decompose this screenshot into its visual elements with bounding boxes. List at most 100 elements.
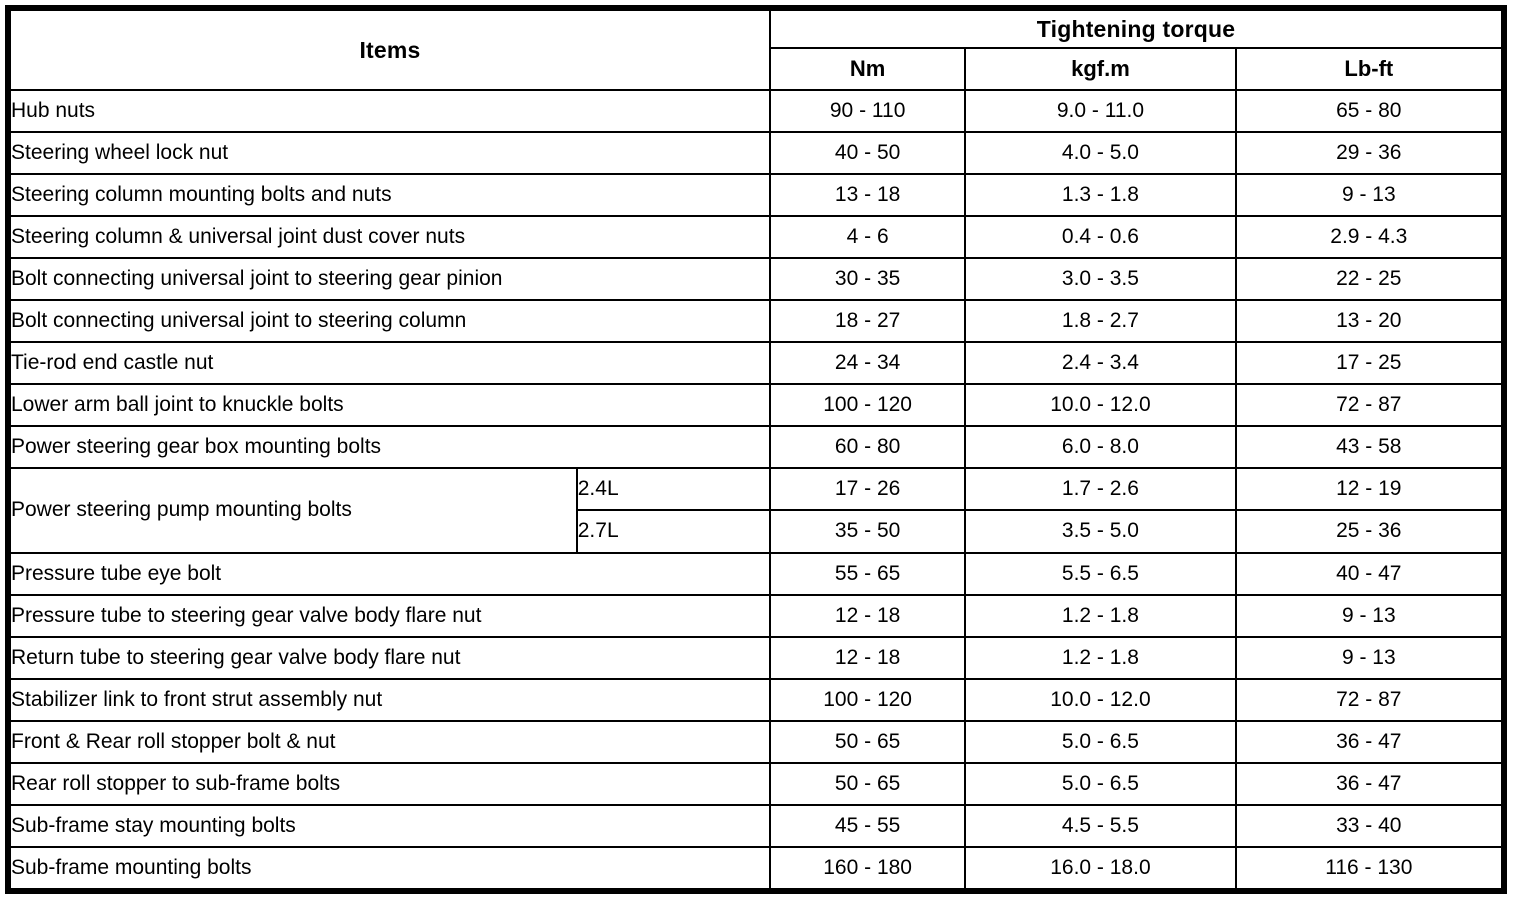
kgfm-value-cell: 2.4 - 3.4 (964, 341, 1237, 386)
table-row: Power steering gear box mounting bolts 60… (9, 425, 1504, 470)
kgfm-value-cell: 10.0 - 12.0 (964, 383, 1237, 428)
kgfm-value-cell: 1.2 - 1.8 (964, 635, 1237, 680)
table-row: Pressure tube to steering gear valve bod… (9, 593, 1504, 638)
table-row: Sub-frame mounting bolts 160 - 180 16.0 - … (9, 845, 1504, 891)
item-cell: Sub-frame mounting bolts (9, 845, 771, 891)
table-row: Return tube to steering gear valve body … (9, 635, 1504, 680)
lbft-value-cell: 22 - 25 (1234, 257, 1504, 302)
nm-value-cell: 30 - 35 (768, 257, 967, 302)
kgfm-value-cell: 10.0 - 12.0 (964, 677, 1237, 722)
table-row: Front & Rear roll stopper bolt & nut 50 -… (9, 719, 1504, 764)
table-row: Hub nuts 90 - 110 9.0 - 11.0 65 - 80 (9, 88, 1504, 134)
kgfm-value-cell: 9.0 - 11.0 (964, 88, 1237, 134)
kgfm-value-cell: 1.3 - 1.8 (964, 173, 1237, 218)
unit-header-kgfm: kgf.m (964, 47, 1237, 91)
nm-value-cell: 18 - 27 (768, 299, 967, 344)
nm-value-cell: 4 - 6 (768, 215, 967, 260)
lbft-value-cell: 40 - 47 (1234, 551, 1504, 596)
item-cell: Power steering pump mounting bolts (9, 467, 578, 554)
item-cell: Sub-frame stay mounting bolts (9, 803, 771, 848)
nm-value-cell: 24 - 34 (768, 341, 967, 386)
table-row: Steering column & universal joint dust c… (9, 215, 1504, 260)
nm-value-cell: 40 - 50 (768, 131, 967, 176)
item-cell: Pressure tube eye bolt (9, 551, 771, 596)
item-cell: Bolt connecting universal joint to steer… (9, 299, 771, 344)
item-cell: Return tube to steering gear valve body … (9, 635, 771, 680)
nm-value-cell: 55 - 65 (768, 551, 967, 596)
nm-value-cell: 45 - 55 (768, 803, 967, 848)
engine-variant-cell: 2.7L (575, 509, 772, 554)
item-cell: Rear roll stopper to sub-frame bolts (9, 761, 771, 806)
nm-value-cell: 160 - 180 (768, 845, 967, 891)
kgfm-value-cell: 5.5 - 6.5 (964, 551, 1237, 596)
table-row: Stabilizer link to front strut assembly … (9, 677, 1504, 722)
nm-value-cell: 100 - 120 (768, 383, 967, 428)
kgfm-value-cell: 16.0 - 18.0 (964, 845, 1237, 891)
header-row-main: Items Tightening torque (9, 9, 1503, 91)
kgfm-value-cell: 1.7 - 2.6 (964, 467, 1237, 512)
kgfm-value-cell: 6.0 - 8.0 (964, 425, 1237, 470)
unit-header-lbft: Lb-ft (1234, 47, 1504, 91)
lbft-value-cell: 43 - 58 (1234, 425, 1504, 470)
lbft-value-cell: 36 - 47 (1234, 761, 1504, 806)
tightening-torque-header: Tightening torque (769, 9, 1503, 49)
engine-variant-cell: 2.4L (575, 467, 772, 512)
lbft-value-cell: 65 - 80 (1234, 88, 1504, 134)
lbft-value-cell: 9 - 13 (1234, 593, 1504, 638)
table-row: Power steering pump mounting bolts 2.4L 17… (9, 467, 1504, 554)
nm-value-cell: 50 - 65 (768, 761, 967, 806)
lbft-value-cell: 33 - 40 (1234, 803, 1504, 848)
lbft-value-cell: 13 - 20 (1234, 299, 1504, 344)
kgfm-value-cell: 4.5 - 5.5 (964, 803, 1237, 848)
item-cell: Steering column & universal joint dust c… (9, 215, 771, 260)
item-cell: Stabilizer link to front strut assembly … (9, 677, 771, 722)
tightening-torque-table: Items Tightening torque Nm kgf.m Lb-ft H… (9, 9, 1504, 891)
table-row: 2.7L 35 - 50 3.5 - 5.0 25 - 36 (10, 509, 1504, 554)
lbft-value-cell: 72 - 87 (1234, 383, 1504, 428)
nm-value-cell: 17 - 26 (768, 467, 967, 512)
lbft-value-cell: 9 - 13 (1234, 173, 1504, 218)
item-cell: Steering column mounting bolts and nuts (9, 173, 771, 218)
header-row-units: Nm kgf.m Lb-ft (10, 47, 1504, 91)
table-row: Bolt connecting universal joint to steer… (9, 257, 1504, 302)
nm-value-cell: 12 - 18 (768, 593, 967, 638)
items-column-header: Items (9, 9, 771, 91)
table-row: Rear roll stopper to sub-frame bolts 50 -… (9, 761, 1504, 806)
item-cell: Pressure tube to steering gear valve bod… (9, 593, 771, 638)
kgfm-value-cell: 0.4 - 0.6 (964, 215, 1237, 260)
nm-value-cell: 60 - 80 (768, 425, 967, 470)
table-row: Tie-rod end castle nut 24 - 34 2.4 - 3.4 17… (9, 341, 1504, 386)
torque-table-body: Hub nuts 90 - 110 9.0 - 11.0 65 - 80 Steerin… (9, 88, 1504, 891)
nm-value-cell: 50 - 65 (768, 719, 967, 764)
item-cell: Front & Rear roll stopper bolt & nut (9, 719, 771, 764)
lbft-value-cell: 17 - 25 (1234, 341, 1504, 386)
nm-value-cell: 35 - 50 (768, 509, 967, 554)
torque-spec-table-sheet: Items Tightening torque Nm kgf.m Lb-ft H… (5, 5, 1507, 894)
lbft-value-cell: 72 - 87 (1234, 677, 1504, 722)
kgfm-value-cell: 3.5 - 5.0 (964, 509, 1237, 554)
lbft-value-cell: 116 - 130 (1234, 845, 1504, 891)
table-row: Sub-frame stay mounting bolts 45 - 55 4.5 … (9, 803, 1504, 848)
table-row: Steering column mounting bolts and nuts 1… (9, 173, 1504, 218)
kgfm-value-cell: 3.0 - 3.5 (964, 257, 1237, 302)
lbft-value-cell: 12 - 19 (1234, 467, 1504, 512)
table-row: Steering wheel lock nut 40 - 50 4.0 - 5.0 2… (9, 131, 1504, 176)
lbft-value-cell: 29 - 36 (1234, 131, 1504, 176)
nm-value-cell: 13 - 18 (768, 173, 967, 218)
nm-value-cell: 12 - 18 (768, 635, 967, 680)
item-cell: Hub nuts (9, 88, 771, 134)
unit-header-nm: Nm (768, 47, 967, 91)
lbft-value-cell: 2.9 - 4.3 (1234, 215, 1504, 260)
table-row: Bolt connecting universal joint to steer… (9, 299, 1504, 344)
table-row: Lower arm ball joint to knuckle bolts 100… (9, 383, 1504, 428)
lbft-value-cell: 25 - 36 (1234, 509, 1504, 554)
lbft-value-cell: 9 - 13 (1234, 635, 1504, 680)
item-cell: Lower arm ball joint to knuckle bolts (9, 383, 771, 428)
kgfm-value-cell: 1.2 - 1.8 (964, 593, 1237, 638)
kgfm-value-cell: 4.0 - 5.0 (964, 131, 1237, 176)
item-cell: Steering wheel lock nut (9, 131, 771, 176)
table-row: Pressure tube eye bolt 55 - 65 5.5 - 6.5 40… (9, 551, 1504, 596)
lbft-value-cell: 36 - 47 (1234, 719, 1504, 764)
kgfm-value-cell: 5.0 - 6.5 (964, 719, 1237, 764)
kgfm-value-cell: 5.0 - 6.5 (964, 761, 1237, 806)
